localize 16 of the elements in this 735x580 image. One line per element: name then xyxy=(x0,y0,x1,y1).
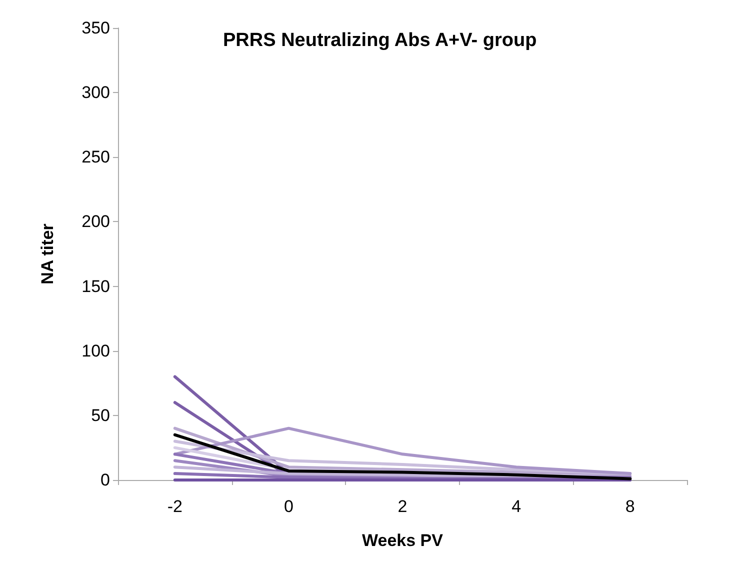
y-tick-label: 300 xyxy=(82,83,110,102)
y-tick-label: 350 xyxy=(82,18,110,38)
y-axis-title: NA titer xyxy=(38,223,57,284)
y-tick-label: 250 xyxy=(82,148,110,167)
y-tick-label: 50 xyxy=(91,406,110,425)
chart-title: PRRS Neutralizing Abs A+V- group xyxy=(223,30,537,51)
y-tick-label: 0 xyxy=(100,470,110,490)
y-tick-label: 100 xyxy=(82,341,110,360)
x-tick-label: 8 xyxy=(625,497,635,516)
x-tick-label: 2 xyxy=(398,497,408,516)
x-axis-title: Weeks PV xyxy=(362,531,444,550)
x-tick-label: 4 xyxy=(512,497,522,516)
y-tick-label: 200 xyxy=(82,212,110,232)
x-tick-label: 0 xyxy=(284,497,294,516)
x-tick-label: -2 xyxy=(167,497,182,516)
y-tick-label: 150 xyxy=(82,276,110,296)
